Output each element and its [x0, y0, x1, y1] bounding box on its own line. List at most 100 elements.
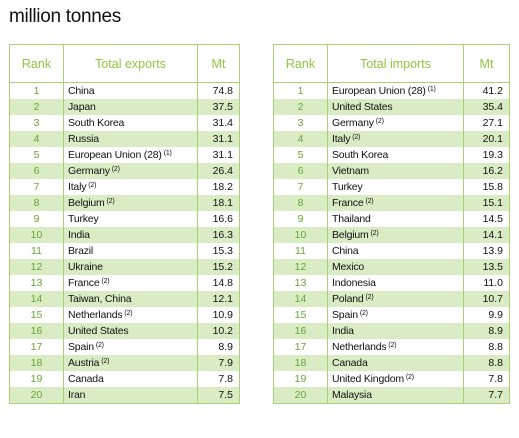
country-name: Canada	[332, 357, 368, 369]
country-cell: Spain (2)	[327, 307, 464, 323]
country-cell: China	[63, 82, 198, 99]
rank-cell: 11	[9, 243, 64, 259]
country-cell: United States	[327, 99, 464, 115]
rank-cell: 16	[9, 323, 64, 339]
value-cell: 7.8	[463, 371, 510, 387]
country-name: United Kingdom	[332, 373, 404, 385]
rank-cell: 10	[273, 227, 328, 243]
country-cell: India	[63, 227, 198, 243]
rank-cell: 17	[9, 339, 64, 355]
table-row: 4 Italy (2) 20.1	[273, 131, 510, 147]
country-name: France	[332, 197, 364, 209]
footnote-marker: (2)	[101, 278, 110, 285]
country-name: Turkey	[332, 181, 363, 193]
value-cell: 35.4	[463, 99, 510, 115]
footnote-marker: (2)	[88, 182, 97, 189]
country-cell: France (2)	[327, 195, 464, 211]
country-cell: Turkey	[327, 179, 464, 195]
table-row: 2 United States 35.4	[273, 99, 510, 115]
value-cell: 12.1	[197, 291, 240, 307]
country-name: Turkey	[68, 213, 99, 225]
country-name: Belgium	[68, 197, 105, 209]
value-cell: 9.9	[463, 307, 510, 323]
table-row: 3 Germany (2) 27.1	[273, 115, 510, 131]
country-name: Japan	[68, 101, 96, 113]
value-cell: 26.4	[197, 163, 240, 179]
value-cell: 41.2	[463, 82, 510, 99]
imports-rank-header: Rank	[273, 44, 328, 83]
footnote-marker: (2)	[101, 358, 110, 365]
value-cell: 14.1	[463, 227, 510, 243]
country-name: Taiwan, China	[68, 293, 132, 305]
footnote-marker: (2)	[352, 134, 361, 141]
rank-cell: 13	[273, 275, 328, 291]
table-row: 1 China 74.8	[9, 82, 240, 99]
rank-cell: 8	[9, 195, 64, 211]
table-row: 1 European Union (28) (1) 41.2	[273, 82, 510, 99]
country-name: Spain	[332, 309, 358, 321]
country-name: Malaysia	[332, 389, 372, 401]
rank-cell: 10	[9, 227, 64, 243]
country-name: Thailand	[332, 213, 371, 225]
country-cell: China	[327, 243, 464, 259]
rank-cell: 11	[273, 243, 328, 259]
country-cell: Germany (2)	[327, 115, 464, 131]
country-name: South Korea	[68, 117, 125, 129]
footnote-marker: (2)	[375, 118, 384, 125]
value-cell: 31.1	[197, 147, 240, 163]
table-row: 7 Italy (2) 18.2	[9, 179, 240, 195]
country-cell: Germany (2)	[63, 163, 198, 179]
table-row: 6 Germany (2) 26.4	[9, 163, 240, 179]
country-name: Italy	[332, 133, 351, 145]
rank-cell: 9	[273, 211, 328, 227]
table-row: 17 Spain (2) 8.9	[9, 339, 240, 355]
value-cell: 14.5	[463, 211, 510, 227]
country-name: Italy	[68, 181, 87, 193]
country-name: Iran	[68, 389, 86, 401]
country-cell: Spain (2)	[63, 339, 198, 355]
rank-cell: 15	[9, 307, 64, 323]
country-cell: Malaysia	[327, 387, 464, 404]
table-row: 9 Thailand 14.5	[273, 211, 510, 227]
country-cell: Ukraine	[63, 259, 198, 275]
country-name: Russia	[68, 133, 99, 145]
country-cell: European Union (28) (1)	[327, 82, 464, 99]
rank-cell: 15	[273, 307, 328, 323]
rank-cell: 3	[273, 115, 328, 131]
country-name: India	[332, 325, 354, 337]
country-name: Austria	[68, 357, 100, 369]
value-cell: 7.5	[197, 387, 240, 404]
exports-table: Rank Total exports Mt 1 China 74.8 2 Japan 37…	[9, 44, 240, 404]
country-cell: Iran	[63, 387, 198, 404]
country-name: India	[68, 229, 90, 241]
value-cell: 20.1	[463, 131, 510, 147]
country-name: Germany	[68, 165, 110, 177]
exports-body: 1 China 74.8 2 Japan 37.5 3 South Korea 31.4 4 Rus…	[9, 82, 240, 404]
country-name: Netherlands	[68, 309, 123, 321]
rank-cell: 6	[273, 163, 328, 179]
country-cell: Canada	[327, 355, 464, 371]
value-cell: 7.9	[197, 355, 240, 371]
table-row: 19 Canada 7.8	[9, 371, 240, 387]
page-title: million tonnes	[9, 6, 121, 27]
exports-rank-header: Rank	[9, 44, 64, 83]
rank-cell: 16	[273, 323, 328, 339]
country-cell: Austria (2)	[63, 355, 198, 371]
value-cell: 8.8	[463, 339, 510, 355]
footnote-marker: (2)	[370, 230, 379, 237]
rank-cell: 18	[273, 355, 328, 371]
country-cell: Russia	[63, 131, 198, 147]
rank-cell: 9	[9, 211, 64, 227]
country-cell: European Union (28) (1)	[63, 147, 198, 163]
imports-table: Rank Total imports Mt 1 European Union (2…	[273, 44, 510, 404]
rank-cell: 14	[9, 291, 64, 307]
value-cell: 10.7	[463, 291, 510, 307]
table-row: 14 Taiwan, China 12.1	[9, 291, 240, 307]
country-cell: Italy (2)	[327, 131, 464, 147]
table-row: 5 European Union (28) (1) 31.1	[9, 147, 240, 163]
value-cell: 19.3	[463, 147, 510, 163]
value-cell: 15.2	[197, 259, 240, 275]
rank-cell: 1	[273, 82, 328, 99]
rank-cell: 12	[9, 259, 64, 275]
rank-cell: 2	[9, 99, 64, 115]
